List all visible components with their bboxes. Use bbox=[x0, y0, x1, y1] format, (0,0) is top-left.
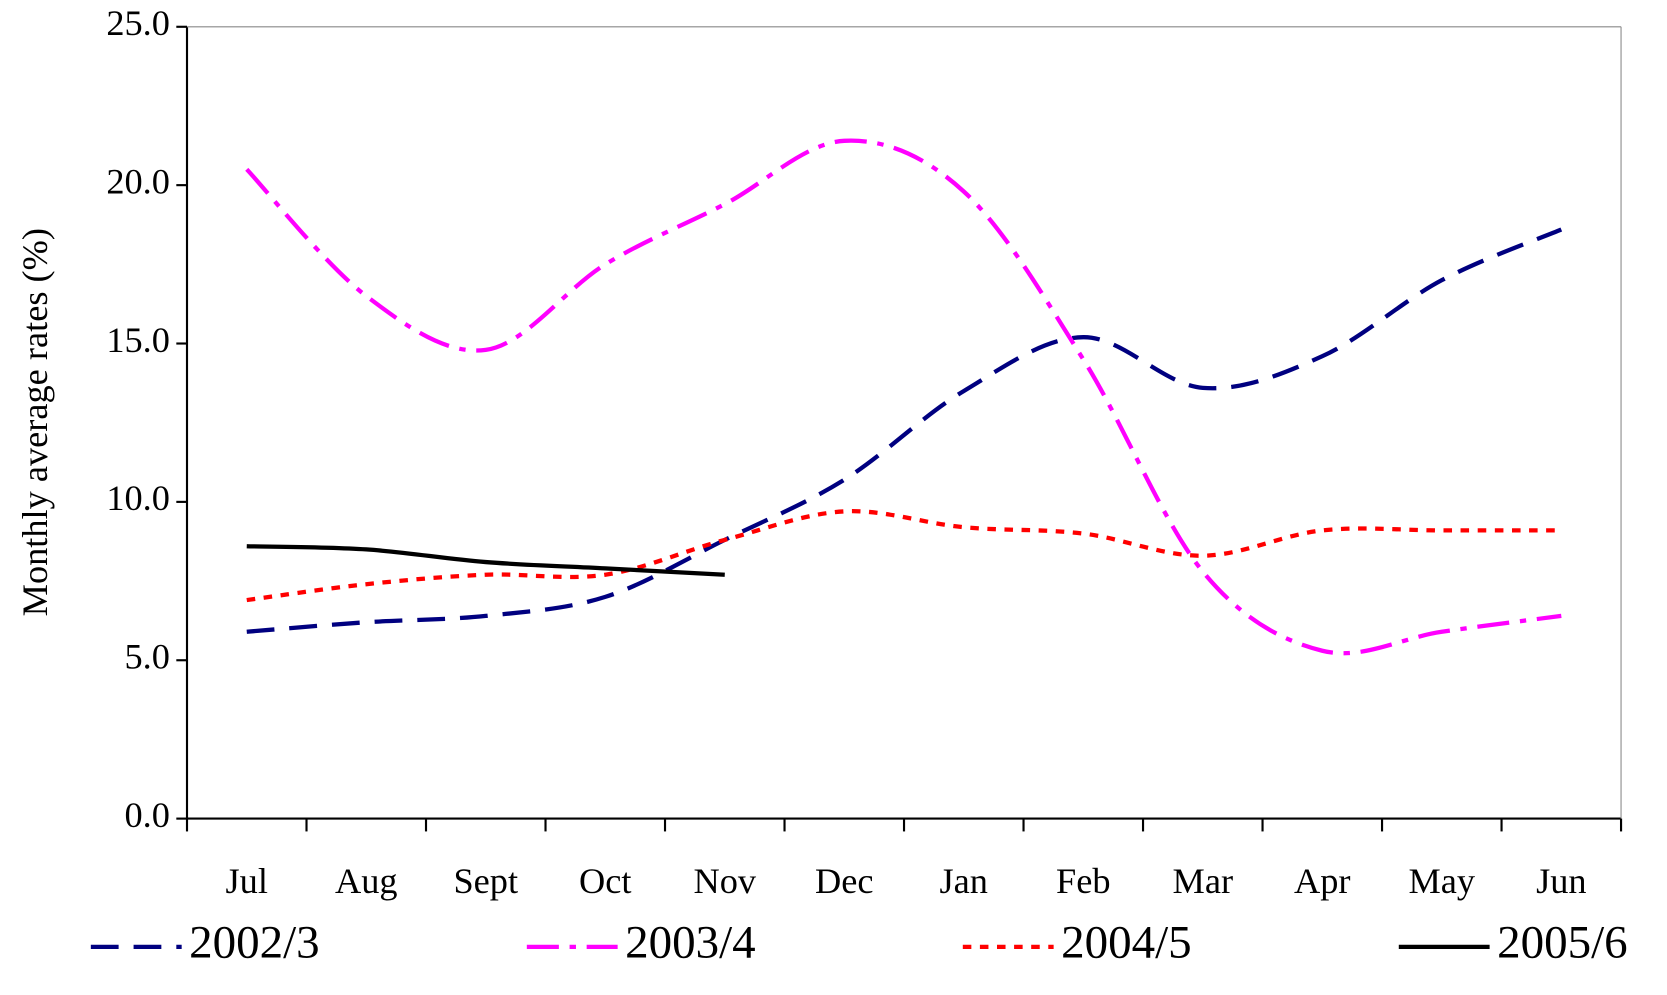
x-tick-label: Sept bbox=[453, 861, 518, 901]
x-tick-label: Dec bbox=[815, 861, 873, 901]
x-tick-label: Apr bbox=[1294, 861, 1351, 901]
x-tick-label: Jun bbox=[1536, 861, 1586, 901]
y-tick-label: 15.0 bbox=[106, 320, 170, 360]
x-tick-label: Feb bbox=[1056, 861, 1111, 901]
y-tick-label: 5.0 bbox=[124, 637, 169, 677]
legend-label: 2005/6 bbox=[1497, 917, 1628, 969]
x-tick-label: May bbox=[1408, 861, 1475, 901]
y-axis-label: Monthly average rates (%) bbox=[15, 228, 55, 616]
series-line bbox=[245, 138, 1562, 656]
legend-label: 2002/3 bbox=[189, 917, 320, 969]
y-tick-label: 0.0 bbox=[124, 795, 169, 835]
y-tick-label: 20.0 bbox=[106, 161, 170, 201]
series-line bbox=[246, 544, 725, 577]
x-tick-label: Mar bbox=[1173, 861, 1234, 901]
x-tick-label: Oct bbox=[579, 861, 631, 901]
legend-label: 2003/4 bbox=[625, 917, 756, 969]
series-line bbox=[246, 509, 1562, 603]
x-tick-label: Aug bbox=[335, 861, 398, 901]
y-tick-label: 25.0 bbox=[106, 3, 170, 43]
y-tick-label: 10.0 bbox=[106, 478, 170, 518]
series-line bbox=[246, 227, 1563, 634]
x-tick-label: Jan bbox=[940, 861, 988, 901]
x-tick-label: Jul bbox=[226, 861, 268, 901]
legend-label: 2004/5 bbox=[1061, 917, 1192, 969]
x-tick-label: Nov bbox=[693, 861, 756, 901]
